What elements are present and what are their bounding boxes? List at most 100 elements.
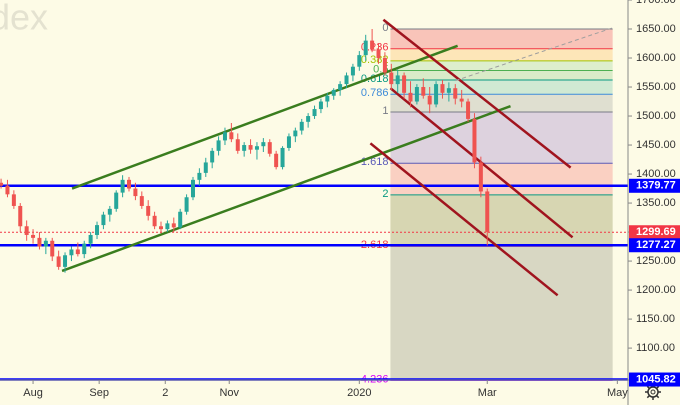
price-label: 1045.82 [636,373,676,385]
candle-body [146,205,151,216]
candle-body [50,240,55,257]
price-label-box [629,225,680,240]
candle-body [363,40,368,56]
candle-body [107,208,112,215]
candle-body [43,240,48,247]
candle-body [325,95,330,102]
fib-ratio-label: 0.618 [361,73,389,85]
fib-band [390,48,613,61]
fib-band [390,70,613,81]
candle-body [421,87,426,96]
candle-body [446,88,451,93]
candle-body [11,194,16,206]
candle-body [338,84,343,90]
candle-body [402,75,407,93]
candle-body [382,58,387,73]
x-tick-label: Aug [23,387,43,399]
y-tick-label: 1400.00 [636,168,676,180]
candle-body [453,88,458,99]
candle-body [408,92,413,102]
candle-body [248,145,253,150]
y-tick-label: 1700.00 [636,0,676,6]
candle-body [254,146,259,150]
fib-ratio-label: 0.382 [361,54,389,66]
candle-body [274,153,279,168]
candle-body [152,215,157,227]
fib-band [390,80,613,95]
candle-body [127,179,132,189]
fib-ratio-label: 1.618 [361,156,389,168]
candle-body [216,140,221,151]
candle-body [5,185,10,195]
candle-body [75,249,80,255]
x-tick-label: Mar [478,387,497,399]
candle-body [389,72,394,85]
candle-body [370,40,375,50]
candle-body [306,116,311,122]
y-tick-label: 1250.00 [636,255,676,267]
x-tick-label: Nov [219,387,239,399]
price-label-box [629,178,680,193]
candle-body [286,136,291,148]
candle-body [485,191,490,233]
candle-body [203,162,208,173]
candle-body [69,249,74,256]
trend-line [61,104,511,273]
candle-body [267,142,272,154]
candle-body [63,255,68,267]
candle-body [350,66,355,76]
candle-body [261,142,266,147]
candle-body [37,237,42,247]
y-tick-label: 1450.00 [636,139,676,151]
candle-body [229,132,234,140]
price-label-box [629,238,680,253]
candle-body [414,87,419,102]
fib-ratio-label: 0.236 [361,42,389,54]
candle-body [139,196,144,206]
trend-line [369,142,559,297]
candle-body [318,101,323,110]
candle-body [31,234,36,238]
plot-area: 00.2360.3820.50.6180.78611.61822.6184.23… [0,18,628,385]
candle-body [376,49,381,59]
candle-body [478,162,483,192]
watermark: dex [0,0,48,38]
price-label-box [629,372,680,387]
candle-body [293,130,298,137]
candle-body [82,243,87,255]
fib-band [390,29,613,49]
y-tick-label: 1550.00 [636,81,676,93]
candle-body [312,109,317,117]
fib-ratio-label: 0 [382,22,388,34]
candle-body [427,95,432,105]
candle-body [95,225,100,235]
candle-body [114,192,119,209]
candle-body [184,197,189,212]
y-tick-label: 1200.00 [636,284,676,296]
candle-body [0,182,4,186]
candle-body [210,150,215,163]
candle-body [165,223,170,230]
candle-body [344,75,349,85]
candle-body [171,223,176,228]
price-label: 1277.27 [636,239,676,251]
candle-body [222,132,227,141]
candle-body [434,84,439,105]
candle-body [395,75,400,85]
candle-body [101,214,106,226]
y-tick-label: 1150.00 [636,313,675,325]
fib-band [390,194,613,247]
y-tick-label: 1600.00 [636,52,676,64]
candle-body [190,179,195,198]
candle-body [18,205,23,227]
candle-body [466,101,471,119]
candle-body [158,226,163,230]
y-tick-label: 1500.00 [636,110,676,122]
candle-body [88,234,93,244]
candle-body [56,256,61,267]
trend-line [382,18,572,169]
y-tick-label: 1650.00 [636,23,676,35]
fib-ratio-label: 0.786 [361,87,389,99]
